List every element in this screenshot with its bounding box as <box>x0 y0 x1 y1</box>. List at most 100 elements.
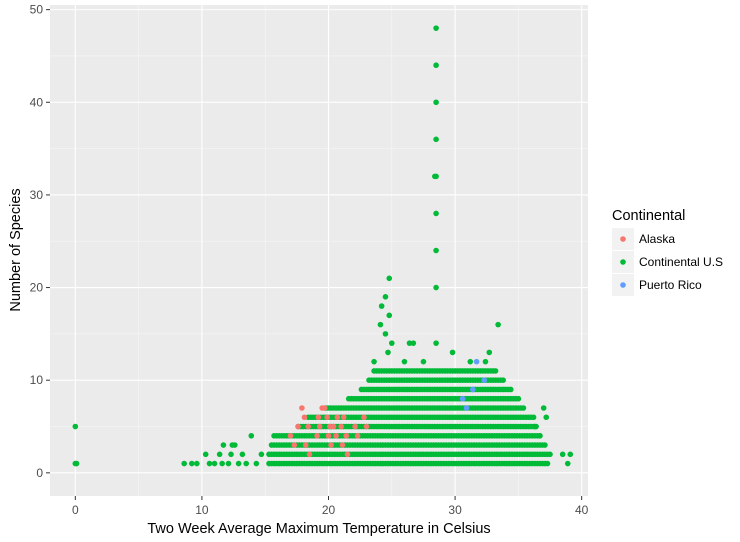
point-alaska <box>338 423 344 430</box>
point-alaska <box>334 414 341 421</box>
point-alaska <box>328 442 334 448</box>
point-continental-u-s <box>537 432 543 439</box>
point-continental-u-s <box>72 423 79 430</box>
point-alaska <box>363 423 370 430</box>
point-continental-u-s <box>567 451 574 458</box>
point-continental-u-s <box>386 275 393 282</box>
point-continental-u-s <box>401 358 408 365</box>
point-continental-u-s <box>433 136 439 143</box>
point-alaska <box>316 423 323 430</box>
point-puerto-rico <box>473 358 480 365</box>
point-continental-u-s <box>482 358 489 365</box>
y-tick-label: 40 <box>30 95 44 109</box>
point-continental-u-s <box>232 442 238 448</box>
y-axis: 0 10 20 30 40 50 <box>30 3 50 480</box>
plot-background <box>50 5 588 496</box>
legend-label: Puerto Rico <box>639 278 702 292</box>
legend-key-marker <box>620 236 626 242</box>
point-puerto-rico <box>481 377 487 383</box>
x-tick-label: 30 <box>448 503 462 517</box>
point-alaska <box>315 414 322 421</box>
point-continental-u-s <box>216 451 223 458</box>
point-continental-u-s <box>239 451 246 458</box>
point-continental-u-s <box>202 451 209 458</box>
point-continental-u-s <box>433 247 439 254</box>
x-tick-label: 0 <box>72 503 79 517</box>
point-continental-u-s <box>544 460 551 467</box>
point-continental-u-s <box>206 460 213 467</box>
major-gridlines <box>50 5 588 496</box>
legend-label: Alaska <box>639 232 675 246</box>
point-continental-u-s <box>385 349 391 356</box>
point-alaska <box>339 442 346 448</box>
point-continental-u-s <box>507 386 514 393</box>
point-alaska <box>287 432 294 439</box>
point-alaska <box>343 432 350 439</box>
legend-label: Continental U.S <box>639 255 723 269</box>
point-continental-u-s <box>540 405 547 411</box>
point-alaska <box>344 451 351 458</box>
point-continental-u-s <box>433 284 439 291</box>
x-tick-label: 20 <box>322 503 336 517</box>
point-continental-u-s <box>543 414 550 421</box>
y-tick-label: 0 <box>36 466 43 480</box>
point-continental-u-s <box>486 349 493 356</box>
legend: Continental Alaska Continental U.S Puerto … <box>612 208 723 296</box>
point-alaska <box>333 432 339 439</box>
point-alaska <box>302 442 309 448</box>
point-continental-u-s <box>492 368 499 374</box>
point-continental-u-s <box>520 405 527 411</box>
y-axis-title: Number of Species <box>8 188 24 311</box>
point-continental-u-s <box>382 294 389 300</box>
point-continental-u-s <box>547 451 553 458</box>
point-continental-u-s <box>219 460 225 467</box>
point-continental-u-s <box>378 303 385 309</box>
point-continental-u-s <box>228 451 234 458</box>
x-tick-label: 40 <box>575 503 589 517</box>
point-puerto-rico <box>463 405 470 411</box>
point-continental-u-s <box>220 442 227 448</box>
point-puerto-rico <box>459 395 466 402</box>
point-continental-u-s <box>188 460 195 467</box>
point-continental-u-s <box>532 423 538 430</box>
point-continental-u-s <box>433 340 439 346</box>
point-continental-u-s <box>420 358 427 365</box>
legend-key-marker <box>620 259 626 265</box>
point-continental-u-s <box>248 432 255 439</box>
y-tick-label: 20 <box>30 281 44 295</box>
point-continental-u-s <box>377 321 384 328</box>
point-continental-u-s <box>181 460 187 467</box>
point-alaska <box>299 405 305 411</box>
point-continental-u-s <box>258 451 265 458</box>
point-continental-u-s <box>371 358 377 365</box>
point-puerto-rico <box>470 386 476 393</box>
point-continental-u-s <box>433 25 439 31</box>
point-continental-u-s <box>382 331 389 337</box>
point-continental-u-s <box>564 460 571 467</box>
point-alaska <box>306 451 313 458</box>
point-alaska <box>324 414 331 421</box>
point-alaska <box>325 432 332 439</box>
point-alaska <box>352 423 358 430</box>
point-continental-u-s <box>253 460 260 467</box>
data-points <box>72 25 574 467</box>
point-alaska <box>354 432 361 439</box>
point-alaska <box>301 414 308 421</box>
point-continental-u-s <box>433 210 439 217</box>
point-alaska <box>340 414 347 421</box>
y-tick-label: 50 <box>30 3 44 17</box>
x-axis-title: Two Week Average Maximum Temperature in … <box>147 521 490 537</box>
point-alaska <box>330 423 337 430</box>
point-continental-u-s <box>225 460 232 467</box>
point-continental-u-s <box>515 395 522 402</box>
point-continental-u-s <box>433 62 439 69</box>
point-continental-u-s <box>235 460 242 467</box>
point-continental-u-s <box>243 460 250 467</box>
point-continental-u-s <box>495 321 501 328</box>
point-continental-u-s <box>73 460 80 467</box>
point-continental-u-s <box>467 358 474 365</box>
point-continental-u-s <box>449 349 456 356</box>
point-continental-u-s <box>559 451 566 458</box>
